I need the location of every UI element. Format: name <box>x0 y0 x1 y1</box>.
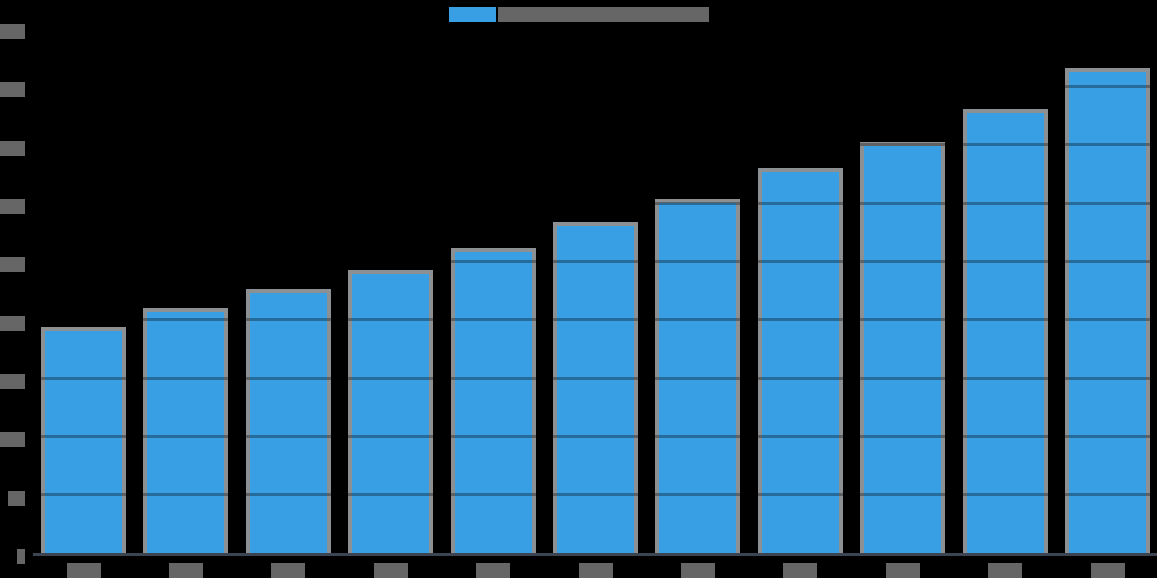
bar-7[interactable] <box>655 199 740 553</box>
x-tick-label-block: #### <box>374 563 408 578</box>
y-tick-label-250: 250 <box>0 253 26 272</box>
gridline-100 <box>33 435 1157 438</box>
x-tick-label-11: #### <box>1068 559 1148 578</box>
x-tick-label-block: #### <box>169 563 203 578</box>
x-tick-label-block: #### <box>886 563 920 578</box>
x-tick-label-block: #### <box>988 563 1022 578</box>
x-tick-label-block: #### <box>579 563 613 578</box>
x-tick-label-5: #### <box>453 559 533 578</box>
x-tick-label-block: #### <box>271 563 305 578</box>
y-tick-label-block: 100 <box>0 432 26 447</box>
x-tick-label-6: #### <box>556 559 636 578</box>
bar-4[interactable] <box>348 270 433 553</box>
gridline-250 <box>33 260 1157 263</box>
y-tick-label-block: 150 <box>0 374 26 389</box>
bar-3[interactable] <box>246 289 331 553</box>
bar-6[interactable] <box>553 222 638 553</box>
x-tick-label-4: #### <box>351 559 431 578</box>
gridline-400 <box>33 85 1157 88</box>
x-tick-label-block: #### <box>783 563 817 578</box>
y-tick-label-block: 400 <box>0 82 26 97</box>
x-tick-label-block: #### <box>1091 563 1125 578</box>
y-tick-label-50: 50 <box>0 487 25 506</box>
y-tick-label-block: 0 <box>16 549 25 564</box>
x-tick-label-3: #### <box>248 559 328 578</box>
bar-5[interactable] <box>451 248 536 553</box>
gridline-200 <box>33 318 1157 321</box>
gridline-50 <box>33 493 1157 496</box>
gridline-350 <box>33 143 1157 146</box>
x-tick-label-9: #### <box>863 559 943 578</box>
y-tick-label-block: 200 <box>0 316 26 331</box>
bar-11[interactable] <box>1065 68 1150 553</box>
y-tick-label-400: 400 <box>0 78 26 97</box>
y-tick-label-100: 100 <box>0 428 26 447</box>
legend[interactable]: ######################### <box>449 7 709 22</box>
legend-swatch-icon <box>449 7 496 22</box>
y-tick-label-350: 350 <box>0 137 26 156</box>
bar-1[interactable] <box>41 327 126 553</box>
y-tick-label-200: 200 <box>0 312 26 331</box>
gridline-150 <box>33 377 1157 380</box>
y-tick-label-block: 350 <box>0 141 26 156</box>
y-tick-label-block: 450 <box>0 24 26 39</box>
x-tick-label-7: #### <box>658 559 738 578</box>
gridline-450 <box>33 27 1157 30</box>
x-tick-label-8: #### <box>760 559 840 578</box>
bar-8[interactable] <box>758 168 843 553</box>
y-tick-label-block: 50 <box>8 491 25 506</box>
y-tick-label-block: 300 <box>0 199 26 214</box>
x-tick-label-block: #### <box>67 563 101 578</box>
x-tick-label-block: #### <box>681 563 715 578</box>
y-tick-label-150: 150 <box>0 370 26 389</box>
y-tick-label-0: 0 <box>0 545 25 564</box>
legend-label: ######################### <box>498 7 709 22</box>
y-tick-label-block: 250 <box>0 257 26 272</box>
x-tick-label-block: #### <box>476 563 510 578</box>
y-tick-label-300: 300 <box>0 195 26 214</box>
bar-10[interactable] <box>963 109 1048 553</box>
x-tick-label-10: #### <box>965 559 1045 578</box>
x-axis-line <box>33 553 1157 556</box>
bar-2[interactable] <box>143 308 228 553</box>
bar-9[interactable] <box>860 142 945 553</box>
gridline-300 <box>33 202 1157 205</box>
x-tick-label-2: #### <box>146 559 226 578</box>
x-tick-label-1: #### <box>44 559 124 578</box>
y-tick-label-450: 450 <box>0 20 26 39</box>
